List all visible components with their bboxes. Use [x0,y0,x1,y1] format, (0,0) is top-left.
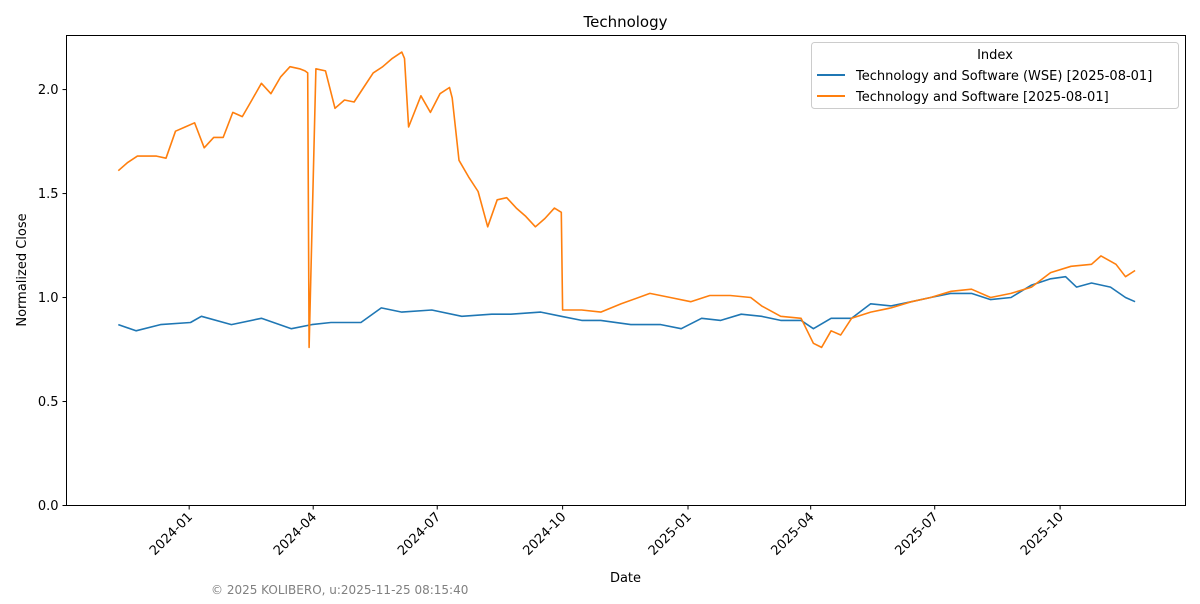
chart-title: Technology [582,13,667,31]
x-axis-label: Date [610,571,641,586]
y-axis: 0.0 0.5 1.0 1.5 2.0 [38,83,67,514]
y-tick-label: 1.0 [38,291,59,306]
y-tick-label: 2.0 [38,83,59,98]
plot-frame [66,35,1186,506]
y-tick-label: 1.5 [38,187,59,202]
y-tick-label: 0.0 [38,499,59,514]
legend-box [811,42,1179,109]
y-tick-label: 0.5 [38,395,59,410]
legend-label-wse: Technology and Software (WSE) [2025-08-0… [855,69,1152,84]
series-layer [117,51,1136,349]
y-axis-label: Normalized Close [15,213,30,326]
legend: Index Technology and Software (WSE) [202… [811,42,1179,109]
series-line-1 [117,51,1136,349]
legend-title: Index [977,48,1013,63]
copyright-watermark: © 2025 KOLIBERO, u:2025-11-25 08:15:40 [211,583,468,597]
legend-label-tech: Technology and Software [2025-08-01] [855,90,1109,105]
series-line-0 [118,275,1136,332]
